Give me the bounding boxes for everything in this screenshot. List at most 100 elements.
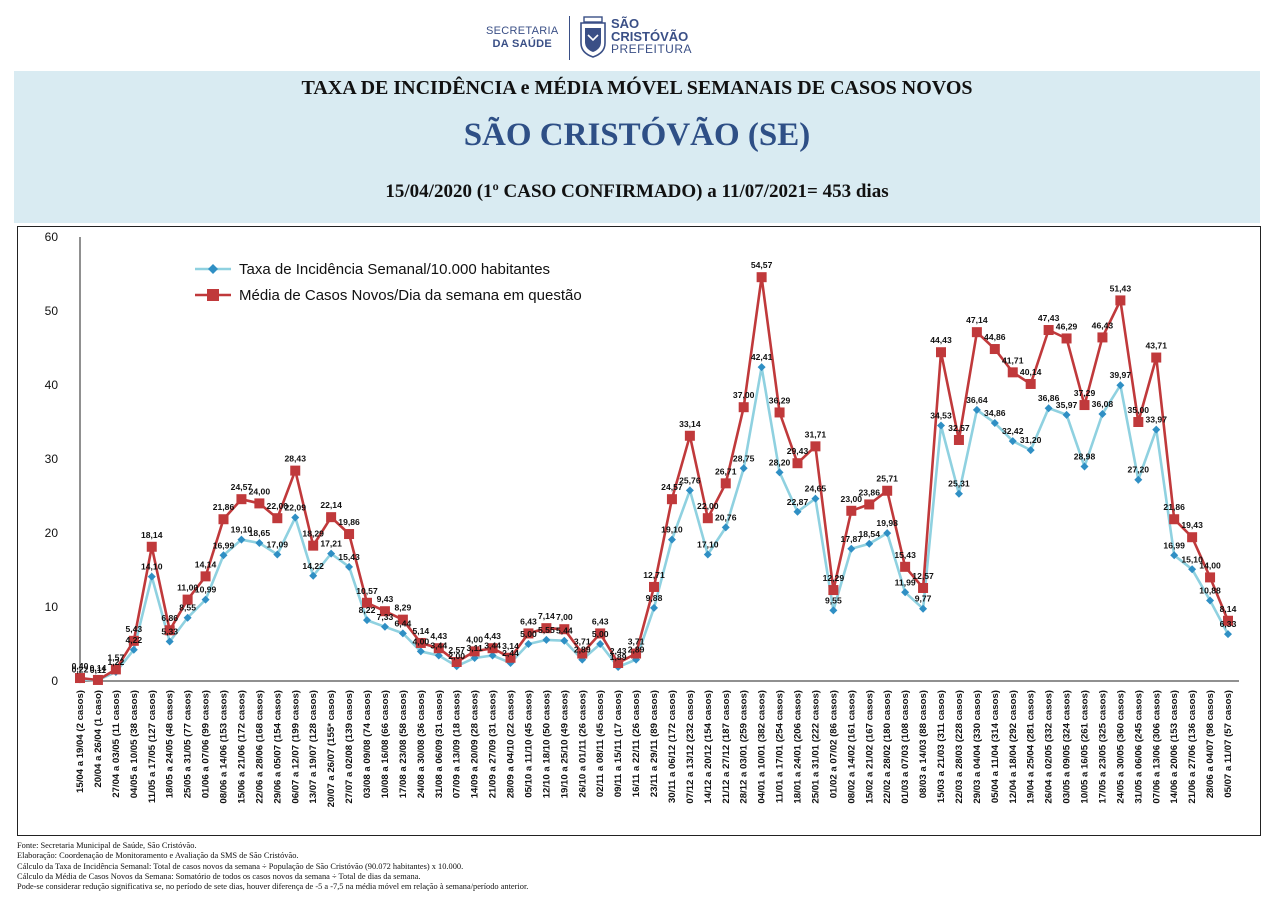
mean-data-label: 37,29 bbox=[1074, 388, 1096, 398]
x-tick-label: 26/04 a 02/05 (332 casos) bbox=[1044, 690, 1055, 804]
mean-point bbox=[236, 494, 247, 505]
incidence-point bbox=[506, 658, 515, 667]
x-tick-label: 04/05 a 10/05 (38 casos) bbox=[129, 690, 140, 798]
x-tick-label: 15/06 a 21/06 (172 casos) bbox=[236, 690, 247, 804]
incidence-data-label: 15,10 bbox=[1181, 554, 1203, 564]
x-tick-label: 13/07 a 19/07 (128 casos) bbox=[308, 690, 319, 804]
mean-data-label: 2,57 bbox=[448, 645, 465, 655]
mean-data-label: 23,00 bbox=[841, 494, 863, 504]
mean-point bbox=[631, 648, 642, 659]
mean-data-label: 22,00 bbox=[267, 501, 289, 511]
incidence-data-label: 15,43 bbox=[338, 552, 360, 562]
mean-point bbox=[200, 571, 211, 582]
mean-point bbox=[756, 272, 767, 283]
mean-data-label: 24,57 bbox=[231, 482, 253, 492]
incidence-data-label: 9,88 bbox=[646, 593, 663, 603]
mean-data-label: 36,29 bbox=[769, 395, 791, 405]
incidence-data-label: 1,89 bbox=[610, 652, 627, 662]
mean-point bbox=[523, 628, 534, 639]
incidence-data-label: 28,75 bbox=[733, 453, 755, 463]
mean-data-label: 15,43 bbox=[894, 550, 916, 560]
mean-point bbox=[900, 561, 911, 572]
x-tick-label: 15/03 a 21/03 (311 casos) bbox=[936, 690, 947, 803]
mean-point bbox=[379, 606, 390, 617]
y-tick-label: 40 bbox=[45, 378, 59, 392]
mean-point bbox=[75, 673, 85, 684]
incidence-point bbox=[829, 606, 838, 615]
mean-data-label: 22,00 bbox=[697, 501, 719, 511]
x-tick-label: 02/11 a 08/11 (45 casos) bbox=[595, 690, 606, 797]
x-tick-label: 18/01 a 24/01 (206 casos) bbox=[793, 690, 804, 804]
incidence-point bbox=[327, 549, 336, 558]
mean-point bbox=[864, 499, 875, 510]
incidence-data-label: 0,22 bbox=[72, 664, 89, 674]
x-tick-label: 05/10 a 11/10 (45 casos) bbox=[523, 690, 534, 798]
y-tick-label: 0 bbox=[51, 674, 58, 688]
incidence-point bbox=[524, 640, 533, 648]
incidence-point bbox=[847, 544, 856, 553]
mean-point bbox=[1025, 378, 1036, 389]
incidence-point bbox=[883, 529, 892, 538]
legend-incidence-label: Taxa de Incidência Semanal/10.000 habita… bbox=[239, 261, 550, 278]
x-tick-label: 18/05 a 24/05 (48 casos) bbox=[165, 690, 176, 798]
incidence-point bbox=[488, 651, 497, 660]
y-tick-label: 50 bbox=[45, 304, 59, 318]
incidence-point bbox=[434, 651, 443, 660]
y-tick-label: 30 bbox=[45, 452, 59, 466]
incidence-data-label: 36,64 bbox=[966, 395, 988, 405]
incidence-point bbox=[972, 405, 981, 414]
incidence-data-label: 2,89 bbox=[574, 645, 591, 655]
x-tick-label: 12/04 a 18/04 (292 casos) bbox=[1008, 690, 1019, 804]
incidence-point bbox=[1116, 381, 1125, 390]
x-tick-label: 12/10 a 18/10 (50 casos) bbox=[541, 690, 552, 798]
incidence-data-label: 17,10 bbox=[697, 539, 719, 549]
incidence-data-label: 2,00 bbox=[448, 651, 465, 661]
x-tick-label: 22/06 a 28/06 (168 casos) bbox=[254, 690, 265, 804]
crest-icon bbox=[580, 16, 606, 58]
mean-data-label: 23,86 bbox=[858, 487, 880, 497]
x-tick-label: 08/02 a 14/02 (161 casos) bbox=[846, 690, 857, 804]
mean-point bbox=[559, 624, 570, 635]
mean-data-label: 44,86 bbox=[984, 332, 1006, 342]
incidence-data-label: 6,44 bbox=[395, 618, 412, 628]
incidence-point bbox=[1026, 446, 1035, 455]
mean-point bbox=[828, 585, 839, 596]
mean-data-label: 51,43 bbox=[1110, 283, 1132, 293]
mean-data-label: 44,43 bbox=[930, 335, 952, 345]
x-tick-label: 15/04 a 19/04 (2 casos) bbox=[75, 690, 86, 793]
incidence-data-label: 19,10 bbox=[661, 525, 683, 535]
incidence-data-label: 24,65 bbox=[805, 484, 827, 494]
incidence-data-label: 5,00 bbox=[592, 629, 609, 639]
incidence-data-label: 36,08 bbox=[1092, 399, 1114, 409]
mean-point bbox=[738, 402, 749, 413]
x-tick-label: 28/06 a 04/07 (98 casos) bbox=[1205, 690, 1216, 798]
mean-point bbox=[684, 430, 695, 441]
mean-point bbox=[469, 646, 480, 657]
mean-data-label: 3,71 bbox=[574, 637, 591, 647]
incidence-point bbox=[273, 550, 282, 559]
mean-point bbox=[451, 656, 462, 667]
incidence-point bbox=[650, 603, 658, 612]
mean-point bbox=[397, 614, 408, 625]
x-tick-label: 27/07 a 02/08 (139 casos) bbox=[344, 690, 355, 804]
mean-data-label: 32,57 bbox=[948, 423, 970, 433]
incidence-point bbox=[775, 468, 784, 477]
incidence-point bbox=[363, 616, 371, 625]
incidence-point bbox=[1188, 565, 1197, 574]
footnote-reduction-note: Pode-se considerar redução significativa… bbox=[17, 882, 529, 892]
incidence-data-label: 32,42 bbox=[1002, 426, 1024, 436]
y-tick-label: 60 bbox=[45, 230, 59, 244]
mean-point bbox=[1043, 325, 1054, 336]
x-tick-label: 03/08 a 09/08 (74 casos) bbox=[362, 690, 373, 798]
incidence-point bbox=[1098, 410, 1107, 419]
x-tick-label: 01/02 a 07/02 (86 casos) bbox=[828, 690, 839, 798]
mean-data-label: 4,43 bbox=[484, 631, 501, 641]
mean-data-label: 33,14 bbox=[679, 419, 701, 429]
report-title: TAXA DE INCIDÊNCIA e MÉDIA MÓVEL SEMANAI… bbox=[301, 77, 973, 99]
mean-data-label: 8,14 bbox=[1220, 604, 1237, 614]
incidence-data-label: 16,99 bbox=[1163, 540, 1185, 550]
mean-point bbox=[792, 458, 803, 469]
mean-data-label: 12,71 bbox=[643, 570, 665, 580]
x-tick-label: 06/07 a 12/07 (199 casos) bbox=[290, 690, 301, 804]
incidence-point bbox=[901, 588, 910, 597]
